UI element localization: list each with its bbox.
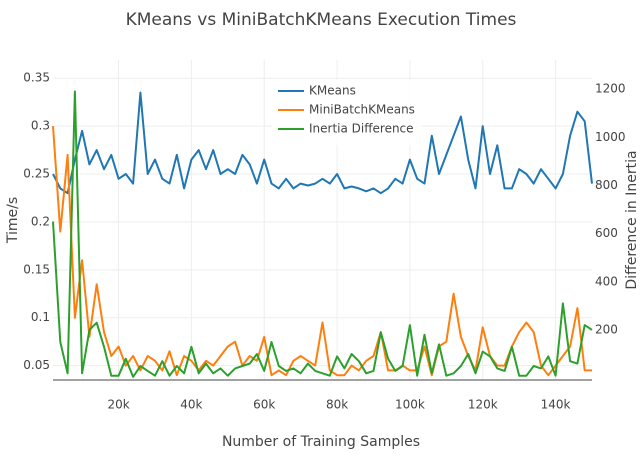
series-line xyxy=(52,126,592,377)
y2-axis-label: Difference in Inertia xyxy=(624,150,640,289)
y2-tick-label: 600 xyxy=(595,226,618,240)
y-axis-label: Time/s xyxy=(5,197,21,244)
x-tick-label: 80k xyxy=(326,398,348,412)
y2-tick-label: 1000 xyxy=(595,130,626,144)
y-tick-label: 0.2 xyxy=(31,214,50,228)
x-tick-label: 120k xyxy=(468,398,498,412)
x-tick-label: 20k xyxy=(107,398,129,412)
y-tick-label: 0.3 xyxy=(31,119,50,133)
y-tick-label: 0.15 xyxy=(23,262,50,276)
y2-tick-label: 200 xyxy=(595,322,618,336)
y-tick-label: 0.1 xyxy=(31,310,50,324)
legend-label: Inertia Difference xyxy=(309,122,414,136)
y-tick-label: 0.35 xyxy=(23,71,50,85)
series-line xyxy=(52,90,593,378)
x-tick-label: 100k xyxy=(395,398,425,412)
x-tick-label: 60k xyxy=(253,398,275,412)
legend-label: MiniBatchKMeans xyxy=(309,103,415,117)
x-axis-label: Number of Training Samples xyxy=(222,434,420,450)
legend: KMeans MiniBatchKMeans Inertia Difference xyxy=(272,80,422,145)
y2-tick-label: 1200 xyxy=(595,82,626,96)
legend-label: KMeans xyxy=(309,84,356,98)
y-tick-label: 0.05 xyxy=(23,358,50,372)
y2-tick-label: 800 xyxy=(595,178,618,192)
series-line xyxy=(52,91,593,195)
y2-tick-label: 400 xyxy=(595,274,618,288)
x-tick-label: 140k xyxy=(541,398,571,412)
x-tick-label: 40k xyxy=(180,398,202,412)
y-tick-label: 0.25 xyxy=(23,167,50,181)
chart-title: KMeans vs MiniBatchKMeans Execution Time… xyxy=(126,10,517,30)
